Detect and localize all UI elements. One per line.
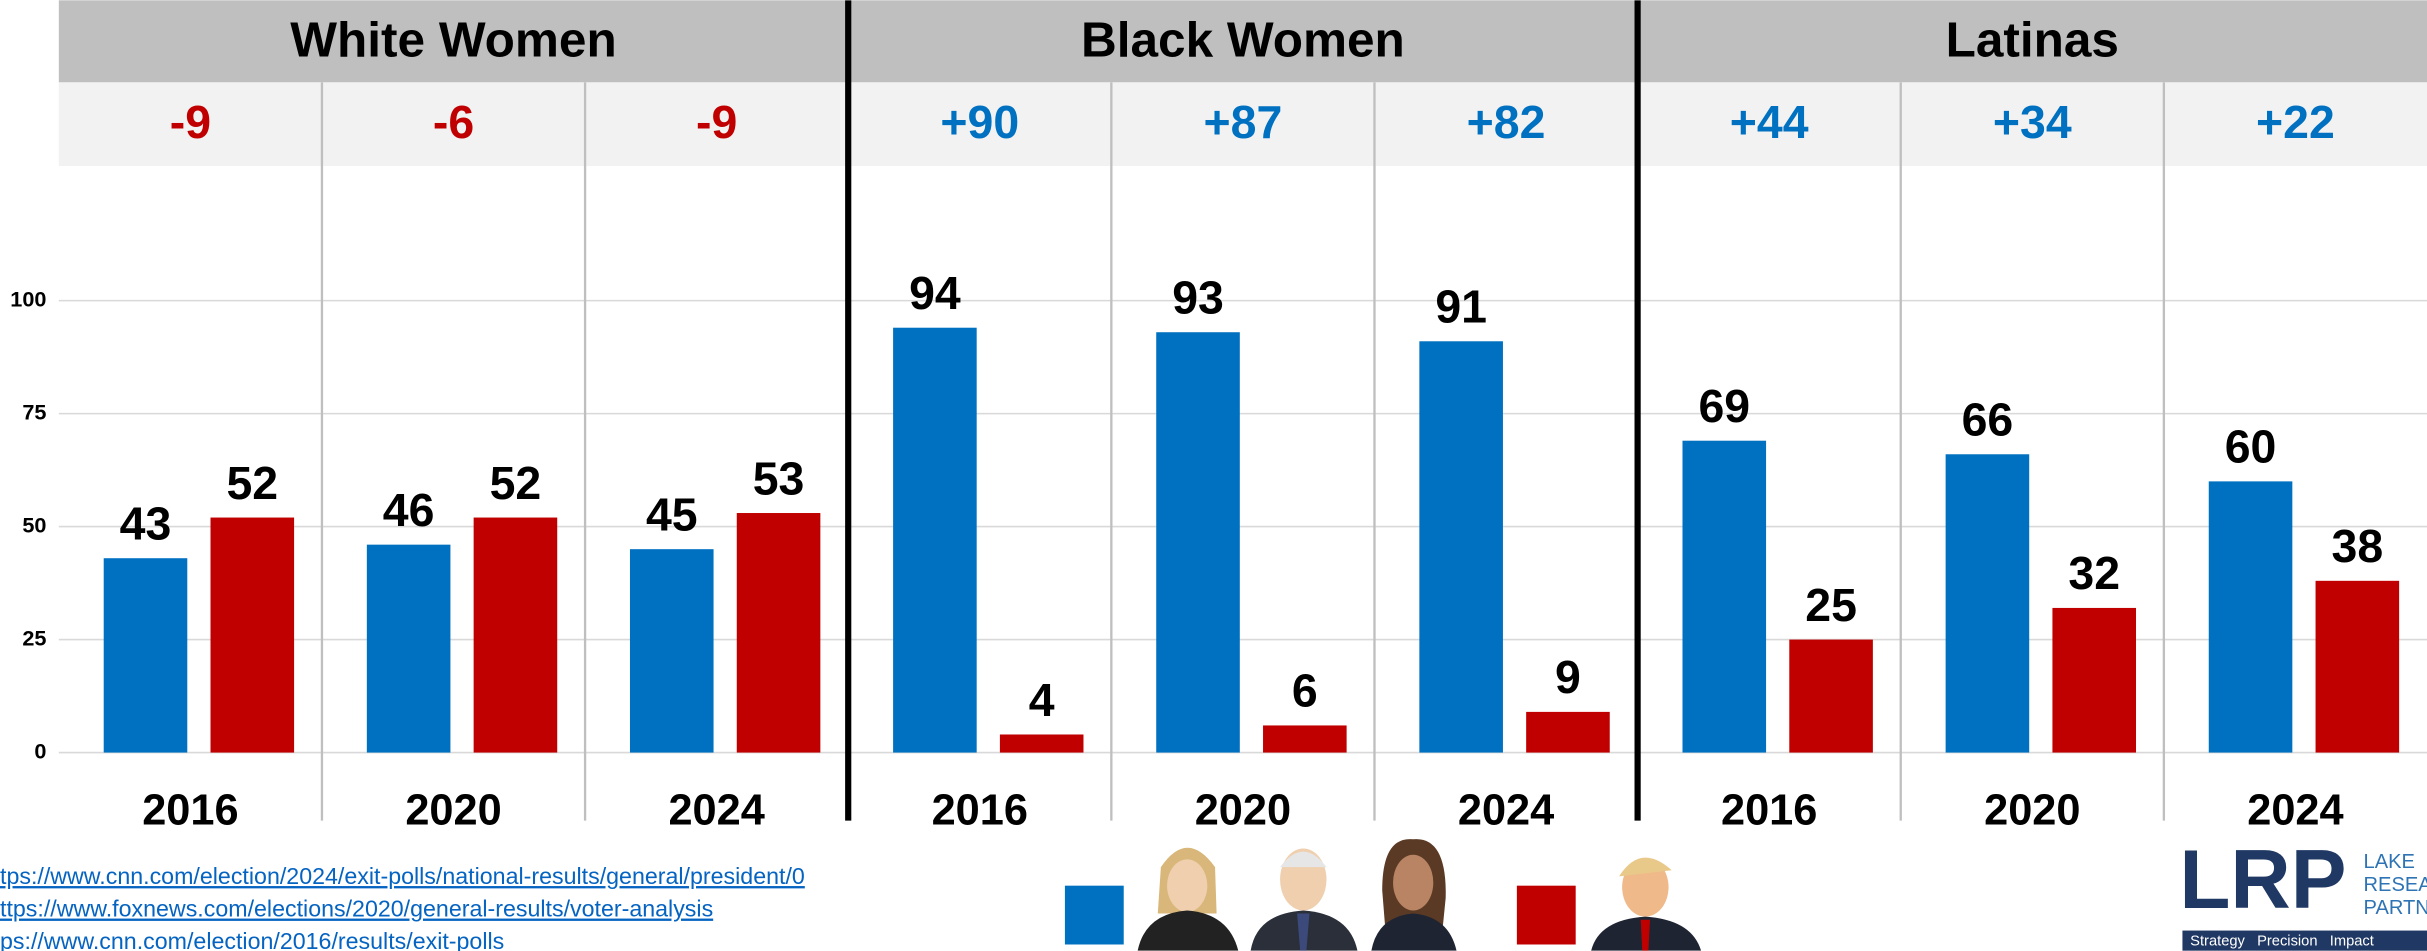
bar bbox=[1789, 639, 1873, 753]
logo-text: PARTN bbox=[2364, 897, 2427, 919]
legend-swatch bbox=[1064, 885, 1124, 945]
value-label: 32 bbox=[2068, 547, 2120, 599]
value-label: 38 bbox=[2332, 520, 2384, 572]
bar bbox=[1526, 711, 1610, 753]
margin-label: +87 bbox=[1204, 96, 1283, 148]
value-label: 69 bbox=[1698, 380, 1750, 432]
group-title: Latinas bbox=[1946, 13, 2119, 68]
value-label: 53 bbox=[753, 452, 805, 504]
x-tick-label: 2016 bbox=[932, 786, 1028, 834]
bar bbox=[736, 513, 821, 753]
source-link: ps://www.cnn.com/election/2016/results/e… bbox=[0, 928, 504, 951]
y-tick-label: 50 bbox=[22, 512, 46, 537]
logo-text: RESEA bbox=[2364, 874, 2427, 896]
value-label: 6 bbox=[1292, 665, 1318, 717]
x-tick-label: 2024 bbox=[2247, 786, 2343, 834]
source-link: tps://www.cnn.com/election/2024/exit-pol… bbox=[0, 863, 805, 889]
y-tick-label: 100 bbox=[10, 286, 46, 311]
value-label: 43 bbox=[120, 498, 172, 550]
legend-swatch bbox=[1516, 885, 1576, 945]
group-header-band bbox=[58, 0, 2427, 83]
bar bbox=[473, 517, 558, 753]
bar bbox=[1419, 341, 1503, 753]
value-label: 66 bbox=[1962, 394, 2014, 446]
portrait bbox=[1250, 848, 1358, 951]
group-title: Black Women bbox=[1081, 13, 1405, 68]
value-label: 94 bbox=[909, 267, 961, 319]
margin-label: +22 bbox=[2256, 96, 2335, 148]
value-label: 52 bbox=[226, 457, 278, 509]
bar bbox=[893, 327, 977, 753]
bar bbox=[366, 544, 451, 753]
y-tick-label: 25 bbox=[22, 625, 46, 650]
value-label: 25 bbox=[1805, 579, 1857, 631]
value-label: 52 bbox=[490, 457, 542, 509]
x-tick-label: 2016 bbox=[1721, 786, 1817, 834]
value-label: 46 bbox=[383, 484, 435, 536]
bar bbox=[1682, 440, 1767, 753]
margin-band bbox=[58, 82, 2427, 166]
bar bbox=[210, 517, 295, 753]
margin-label: -6 bbox=[433, 96, 474, 148]
x-tick-label: 2020 bbox=[1195, 786, 1291, 834]
value-label: 93 bbox=[1172, 272, 1224, 324]
margin-label: -9 bbox=[170, 96, 211, 148]
group-title: White Women bbox=[290, 13, 616, 68]
x-tick-label: 2016 bbox=[142, 786, 238, 834]
logo-bar bbox=[2182, 930, 2427, 951]
x-tick-label: 2024 bbox=[668, 786, 764, 834]
bar bbox=[1156, 332, 1240, 753]
y-tick-label: 0 bbox=[34, 738, 46, 763]
portrait bbox=[1591, 857, 1702, 951]
value-label: 60 bbox=[2225, 421, 2277, 473]
margin-label: +90 bbox=[940, 96, 1019, 148]
source-link: ttps://www.foxnews.com/elections/2020/ge… bbox=[0, 896, 713, 922]
bar bbox=[103, 558, 188, 753]
value-label: 45 bbox=[646, 488, 698, 540]
margin-label: -9 bbox=[696, 96, 737, 148]
bar bbox=[2052, 607, 2137, 753]
x-tick-label: 2020 bbox=[405, 786, 501, 834]
margin-label: +82 bbox=[1467, 96, 1546, 148]
margin-label: +34 bbox=[1993, 96, 2072, 148]
margin-label: +44 bbox=[1730, 96, 1809, 148]
bar bbox=[629, 549, 714, 753]
value-label: 9 bbox=[1555, 651, 1581, 703]
x-tick-label: 2020 bbox=[1984, 786, 2080, 834]
x-tick-label: 2024 bbox=[1458, 786, 1554, 834]
portrait bbox=[1137, 847, 1239, 951]
legend-portraits bbox=[1137, 839, 1702, 951]
bar bbox=[1945, 454, 2030, 753]
logo-mark: LRP bbox=[2179, 832, 2346, 926]
bar bbox=[1263, 725, 1347, 753]
bar bbox=[2208, 481, 2293, 753]
y-tick-label: 75 bbox=[22, 399, 46, 424]
logo-tagline: Strategy Precision Impact bbox=[2190, 933, 2374, 949]
value-label: 91 bbox=[1435, 281, 1487, 333]
value-label: 4 bbox=[1029, 674, 1055, 726]
logo-text: LAKE bbox=[2364, 851, 2415, 873]
bar bbox=[999, 734, 1084, 753]
bar bbox=[2315, 580, 2400, 753]
portrait bbox=[1371, 839, 1457, 951]
